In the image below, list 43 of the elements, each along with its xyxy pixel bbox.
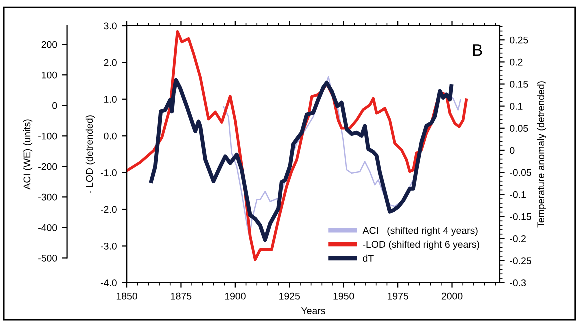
y3-axis-title: ACI (WE) (units) xyxy=(24,120,33,190)
y3-tick-label: -500 xyxy=(38,254,58,262)
y2-tick-label: -0.1 xyxy=(510,191,526,198)
x-tick-label: 1975 xyxy=(388,292,408,300)
y2-tick-label: 0.05 xyxy=(510,125,528,132)
y2-tick-label: -0.05 xyxy=(510,169,532,176)
y2-tick-label: -0.15 xyxy=(510,213,532,220)
y3-tick-label: 200 xyxy=(42,41,58,48)
y-tick-label: 3.0 xyxy=(104,22,117,30)
y3-tick-label: 0 xyxy=(52,102,58,110)
annotation: B xyxy=(473,44,482,56)
x-tick-label: 1925 xyxy=(280,292,300,300)
y2-tick-label: 0.25 xyxy=(510,36,528,44)
x-axis-title: Years xyxy=(301,308,326,314)
y-tick-label: -2.0 xyxy=(100,206,117,214)
y3-tick-label: -400 xyxy=(38,224,58,232)
y-tick-label: 2.0 xyxy=(104,59,117,66)
y3-tick-label: -200 xyxy=(38,163,58,170)
y2-tick-label: 0.1 xyxy=(510,103,523,110)
y2-tick-label: 0 xyxy=(510,147,515,154)
y-axis-title: - LOD (detrended) xyxy=(86,116,95,194)
y3-tick-label: -100 xyxy=(38,132,58,140)
y2-tick-label: 0.15 xyxy=(510,81,528,88)
x-tick-label: 1850 xyxy=(116,292,138,300)
y-tick-label: -4.0 xyxy=(100,280,117,287)
x-tick-label: 1875 xyxy=(171,292,192,300)
y-tick-label: -1.0 xyxy=(100,170,117,176)
y2-tick-label: 0.2 xyxy=(510,58,523,66)
x-tick-label: 1950 xyxy=(334,292,354,300)
y-tick-label: 0.0 xyxy=(104,132,117,140)
y-tick-label: -3.0 xyxy=(100,242,117,250)
y-tick-label: 1.0 xyxy=(104,96,117,104)
legend-label: dT xyxy=(363,254,374,262)
y2-tick-label: -0.3 xyxy=(510,280,526,287)
y3-tick-label: 100 xyxy=(42,72,58,79)
y2-tick-label: -0.25 xyxy=(510,258,532,264)
y2-tick-label: -0.2 xyxy=(510,236,526,242)
y3-tick-label: -300 xyxy=(38,194,58,201)
x-tick-label: 2000 xyxy=(442,292,463,300)
legend-label: -LOD (shifted right 6 years) xyxy=(363,240,480,250)
legend-label: ACI (shifted right 4 years) xyxy=(362,227,478,236)
y2-axis-title: Temperature anomaly (detrended) xyxy=(537,82,546,228)
x-tick-label: 1900 xyxy=(225,292,246,300)
